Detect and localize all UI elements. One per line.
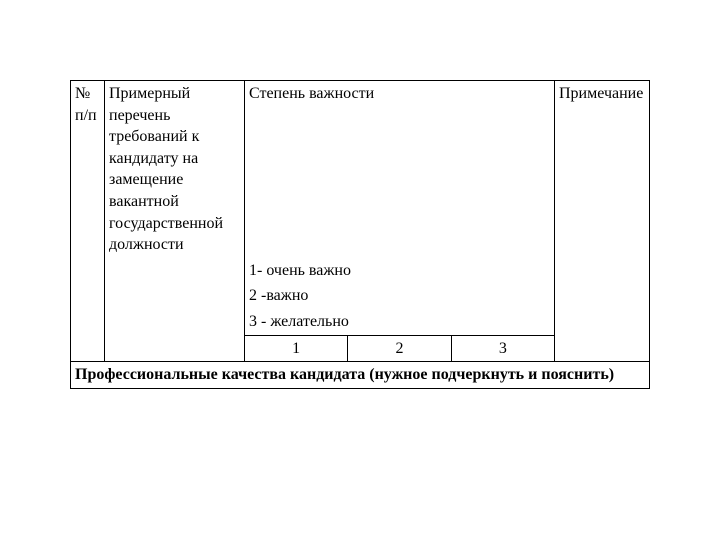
subcol-3: 3 — [451, 335, 554, 362]
num-empty-4 — [71, 335, 105, 362]
note-empty-2 — [555, 283, 650, 309]
note-empty-4 — [555, 335, 650, 362]
req-empty-2 — [105, 283, 245, 309]
header-importance: Степень важности — [245, 81, 555, 220]
candidate-requirements-table: № п/п Примерный перечень требований к ка… — [70, 80, 650, 389]
importance-item-2: 2 -важно — [245, 283, 555, 309]
header-requirements: Примерный перечень требований к кандидат… — [105, 81, 245, 258]
num-empty-2 — [71, 283, 105, 309]
header-note: Примечание — [555, 81, 650, 258]
subcol-1: 1 — [245, 335, 348, 362]
header-num: № п/п — [71, 81, 105, 258]
note-empty-3 — [555, 309, 650, 335]
importance-item-1: 1- очень важно — [245, 258, 555, 284]
num-empty-3 — [71, 309, 105, 335]
importance-item-3: 3 - желательно — [245, 309, 555, 335]
footer-row: Профессиональные качества кандидата (нуж… — [71, 362, 650, 389]
subcol-2: 2 — [348, 335, 451, 362]
req-empty-3 — [105, 309, 245, 335]
num-empty — [71, 258, 105, 284]
req-empty — [105, 258, 245, 284]
note-empty — [555, 258, 650, 284]
importance-spacer — [245, 220, 555, 258]
req-empty-4 — [105, 335, 245, 362]
